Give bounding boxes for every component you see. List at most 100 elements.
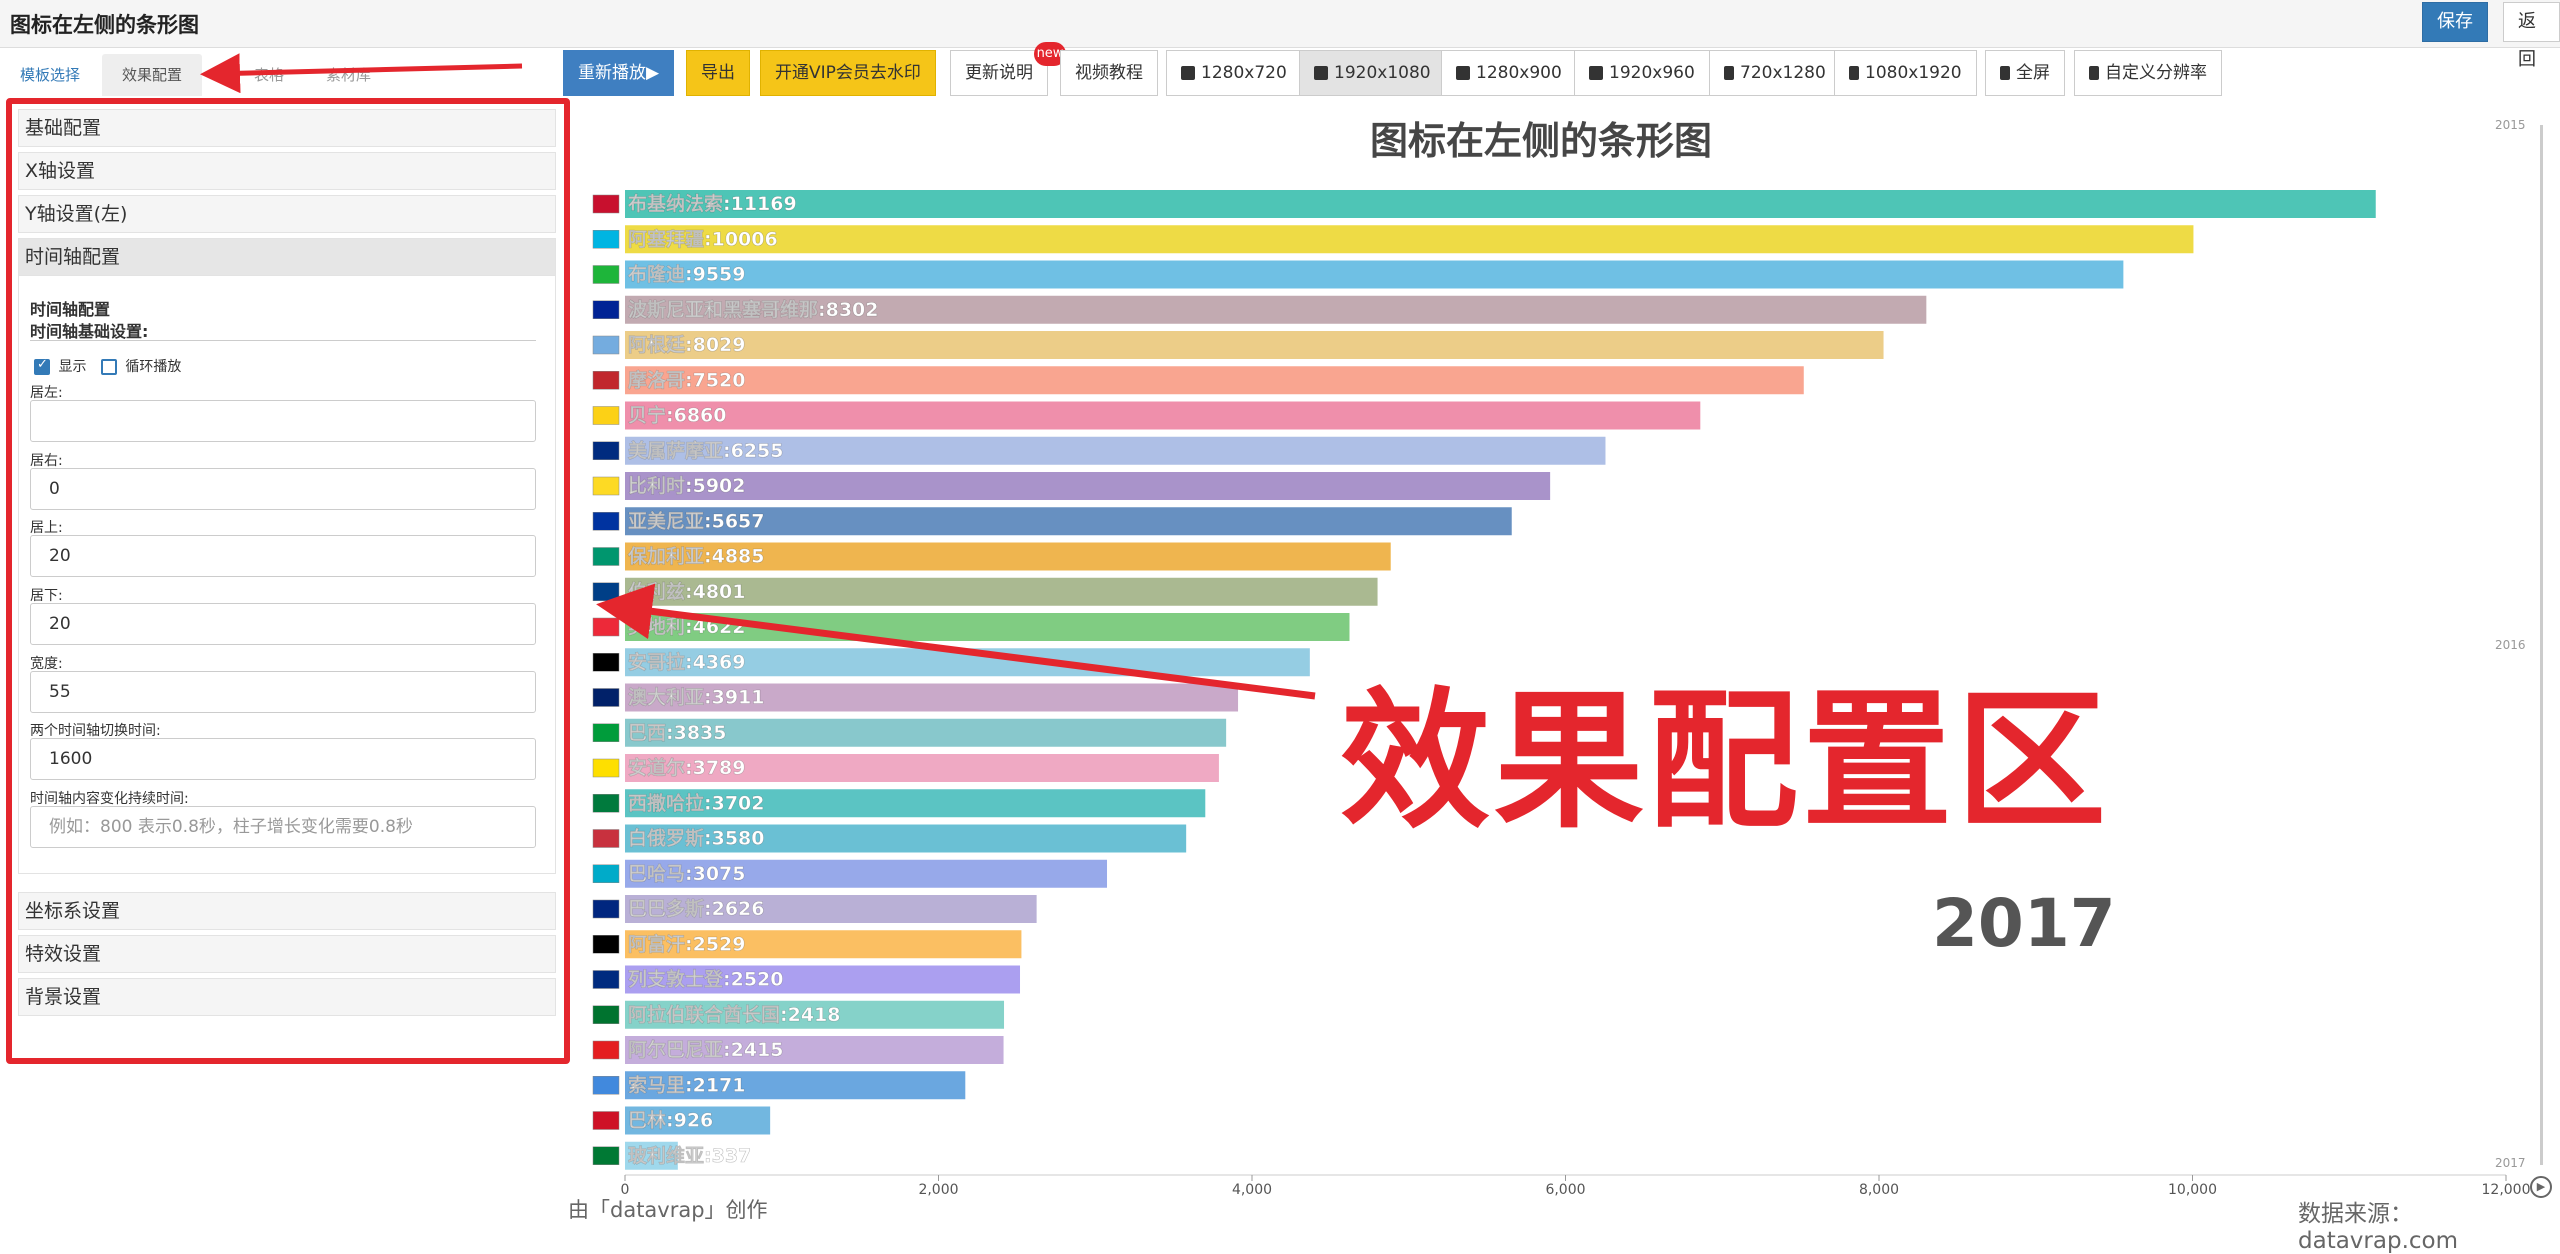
monitor-icon [1314,66,1328,80]
tutorial-button[interactable]: 视频教程 [1060,50,1158,96]
bar-label: 阿尔巴尼亚:2415 [628,1038,783,1061]
chart-title: 图标在左侧的条形图 [1370,119,1713,163]
bar [625,436,1606,465]
res-1920x960-button[interactable]: 1920x960 [1574,50,1710,96]
bar [625,1106,771,1135]
section-y-axis-left[interactable]: Y轴设置(左) [18,195,556,233]
checkbox-row: 显示 循环播放 [34,356,181,376]
flag-icon [592,935,620,954]
bar [625,1000,1005,1029]
section-basic-config[interactable]: 基础配置 [18,109,556,147]
play-icon[interactable]: ▶ [2530,1176,2552,1198]
data-source-text: 数据来源：datavrap.com [2298,1201,2459,1254]
x-tick-label: 8,000 [1859,1182,1899,1198]
res-1080x1920-button[interactable]: 1080x1920 [1834,50,1977,96]
fullscreen-button[interactable]: 全屏 [1985,50,2065,96]
res-1920x1080-button[interactable]: 1920x1080 [1299,50,1446,96]
phone-icon [2000,66,2010,80]
bar [625,1141,678,1170]
flag-icon [592,371,620,390]
export-button[interactable]: 导出 [686,50,750,96]
res-1280x900-button[interactable]: 1280x900 [1441,50,1577,96]
changelog-button[interactable]: 更新说明 [950,50,1048,96]
bar-label: 贝宁:6860 [628,404,726,427]
top-input[interactable]: 20 [30,535,536,577]
tab-effect-config[interactable]: 效果配置 [102,54,203,96]
flag-icon [592,758,620,778]
file-icon [2089,66,2099,80]
bar [625,542,1391,571]
flag-icon [592,617,620,637]
x-tick-label: 4,000 [1232,1182,1272,1198]
back-button[interactable]: 返回 [2503,2,2560,70]
bar-label: 伯利兹:4801 [628,580,745,603]
config-panel: 基础配置 X轴设置 Y轴设置(左) 时间轴配置 时间轴配置 时间轴基础设置: 显… [6,98,570,1064]
bar-label: 波斯尼亚和黑塞哥维那:8302 [628,298,878,321]
bar-label: 巴哈马:3075 [628,862,745,885]
loop-checkbox[interactable] [100,359,117,375]
flag-icon [592,547,620,566]
flag-icon [592,441,620,460]
bar [625,577,1378,606]
flag-icon [592,512,620,531]
bar [625,754,1219,782]
field-label-top: 居上: [30,520,63,536]
loop-label: 循环播放 [125,359,182,375]
flag-icon [592,688,620,707]
flag-icon [592,1111,620,1130]
replay-button[interactable]: 重新播放▶ [563,50,675,96]
section-coordinate[interactable]: 坐标系设置 [18,892,556,930]
bar [625,225,2194,254]
flag-icon [592,1146,620,1165]
field-label-left: 居左: [30,385,63,401]
top-bar: 图标在左侧的条形图 保存 返回 [0,0,2560,70]
right-input[interactable]: 0 [30,468,536,510]
x-tick-label: 6,000 [1545,1182,1585,1198]
bar [625,1071,966,1100]
left-input[interactable] [30,400,536,442]
section-timeline-config[interactable]: 时间轴配置 [18,238,556,276]
vip-button[interactable]: 开通VIP会员去水印 [760,50,936,96]
res-1280x720-button[interactable]: 1280x720 [1166,50,1302,96]
section-x-axis[interactable]: X轴设置 [18,152,556,190]
custom-resolution-button[interactable]: 自定义分辨率 [2074,50,2222,96]
bar-label: 阿富汗:2529 [628,932,745,955]
app-title: 图标在左侧的条形图 [10,13,199,37]
field-label-duration: 时间轴内容变化持续时间: [30,791,189,807]
bar [625,401,1701,430]
section-background[interactable]: 背景设置 [18,978,556,1016]
flag-icon [592,230,620,249]
timeline-track[interactable] [2540,125,2543,1165]
flag-icon [592,582,620,601]
flag-icon [592,1005,620,1024]
flag-icon [592,406,620,425]
show-checkbox[interactable] [34,357,50,375]
flag-icon [592,335,620,355]
tab-template-select[interactable]: 模板选择 [20,66,81,84]
bottom-input[interactable]: 20 [30,603,536,645]
duration-input[interactable]: 例如：800 表示0.8秒，柱子增长变化需要0.8秒 [30,806,536,848]
bar-label: 玻利维亚:337 [628,1144,751,1167]
bar-label: 巴巴多斯:2626 [628,897,764,920]
show-label: 显示 [58,359,87,375]
flag-icon [592,723,620,742]
switch-time-input[interactable]: 1600 [30,738,536,780]
divider [30,340,536,341]
current-year-label: 2017 [1932,885,2116,962]
bar-label: 布基纳法索:11169 [628,192,797,215]
bar-label: 列支敦士登:2520 [628,968,783,991]
width-input[interactable]: 55 [30,671,536,713]
bar [625,1036,1004,1064]
timeline-label-2017[interactable]: 2017 [2495,1156,2526,1170]
bar [625,366,1804,395]
timeline-config-title: 时间轴配置 [30,300,111,319]
save-button[interactable]: 保存 [2422,2,2488,42]
bar [625,965,1021,994]
timeline-label-2015[interactable]: 2015 [2495,118,2526,132]
section-effects[interactable]: 特效设置 [18,935,556,973]
flag-icon [592,970,620,989]
timeline-config-body [18,272,556,874]
timeline-label-2016[interactable]: 2016 [2495,638,2526,652]
field-label-switch-time: 两个时间轴切换时间: [30,723,161,739]
res-720x1280-button[interactable]: 720x1280 [1709,50,1841,96]
